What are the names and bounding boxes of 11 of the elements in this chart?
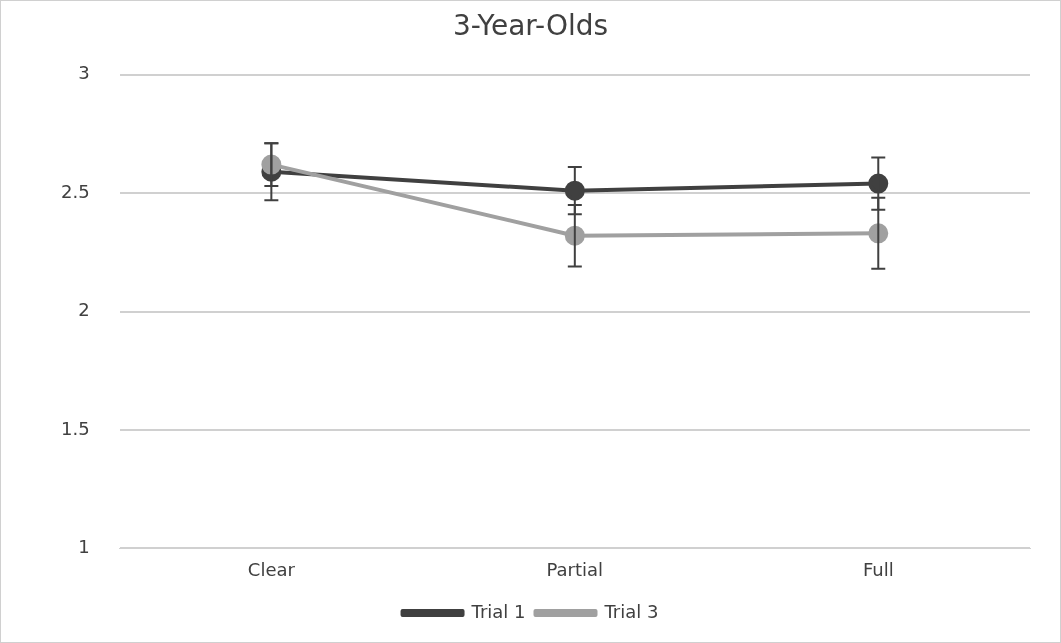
- y-tick-label: 3: [78, 62, 90, 84]
- x-tick-label: Clear: [247, 558, 296, 580]
- legend-label: Trial 3: [603, 600, 659, 622]
- y-tick-label: 2.5: [60, 180, 90, 202]
- legend-label: Trial 1: [470, 600, 526, 622]
- y-tick-label: 1: [78, 536, 90, 558]
- chart-title: 3-Year-Olds: [452, 9, 609, 43]
- y-tick-label: 1.5: [60, 417, 90, 439]
- x-tick-label: Full: [862, 558, 894, 580]
- x-tick-label: Partial: [546, 558, 604, 580]
- y-tick-label: 2: [78, 299, 90, 321]
